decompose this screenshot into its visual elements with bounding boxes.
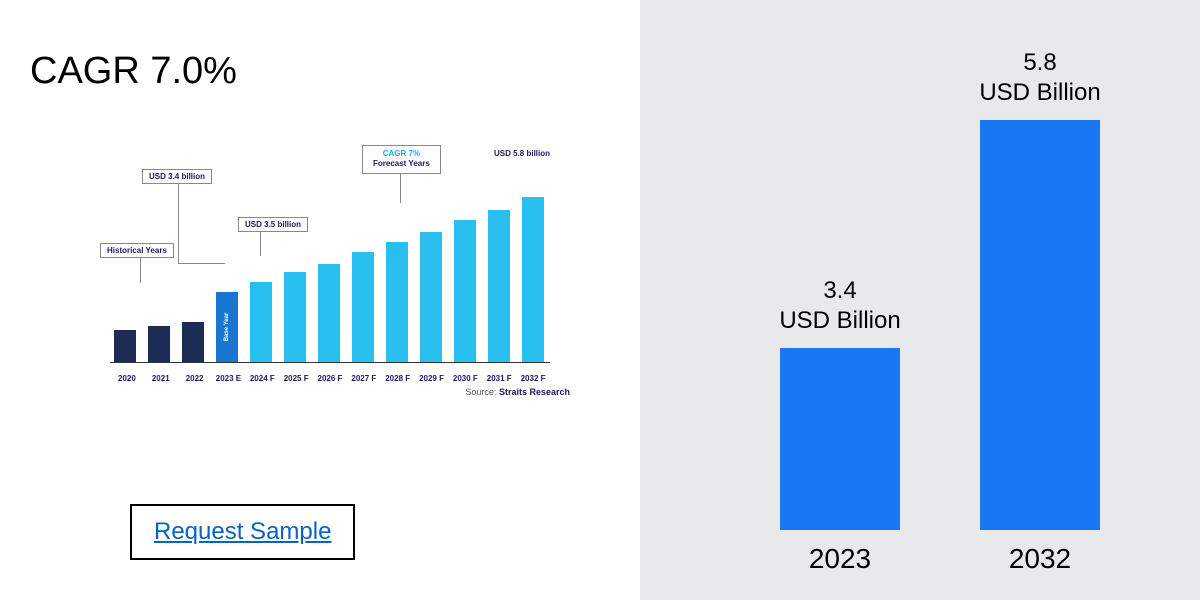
leader-line: [260, 231, 261, 256]
summary-xtick: 2023: [760, 543, 920, 575]
summary-bar: [980, 120, 1100, 530]
mini-xtick: 2026 F: [313, 374, 347, 383]
leader-line: [178, 183, 179, 263]
mini-bar: [318, 264, 340, 362]
callout-usd34: USD 3.4 billion: [142, 169, 212, 184]
callout-historical: Historical Years: [100, 243, 174, 258]
mini-bar: [352, 252, 374, 362]
mini-xtick: 2020: [110, 374, 144, 383]
mini-bar: [182, 322, 204, 362]
left-panel: CAGR 7.0% 2020202120222023 E2024 F2025 F…: [0, 0, 640, 600]
mini-xtick: 2031 F: [482, 374, 516, 383]
mini-bar: [386, 242, 408, 362]
mini-bar: [216, 292, 238, 362]
mini-xtick: 2030 F: [448, 374, 482, 383]
right-panel: 3.4USD Billion 2023 5.8USD Billion 2032: [640, 0, 1200, 600]
leader-line: [140, 257, 141, 283]
mini-bar: [454, 220, 476, 362]
mini-chart-plot: [110, 183, 550, 363]
summary-bar: [780, 348, 900, 530]
request-sample-link[interactable]: Request Sample: [154, 518, 331, 545]
callout-usd58: USD 5.8 billion: [488, 147, 556, 160]
mini-chart: 2020202120222023 E2024 F2025 F2026 F2027…: [90, 133, 570, 393]
mini-bar: [250, 282, 272, 362]
summary-xtick: 2032: [960, 543, 1120, 575]
mini-xtick: 2021: [144, 374, 178, 383]
cagr-heading: CAGR 7.0%: [30, 50, 610, 93]
mini-bar: [420, 232, 442, 362]
summary-bar-chart: 3.4USD Billion 2023 5.8USD Billion 2032: [700, 0, 1150, 600]
mini-xtick: 2027 F: [347, 374, 381, 383]
mini-bar: [488, 210, 510, 362]
summary-bar-label: 5.8USD Billion: [950, 48, 1130, 108]
mini-bar: [114, 330, 136, 362]
summary-bar-label: 3.4USD Billion: [750, 276, 930, 336]
callout-forecast-cagr: CAGR 7%: [373, 149, 430, 159]
mini-xtick: 2032 F: [516, 374, 550, 383]
leader-line: [400, 173, 401, 203]
mini-bar: [522, 197, 544, 362]
mini-bar: [148, 326, 170, 362]
source-label: Source:: [465, 387, 496, 397]
leader-line: [178, 263, 225, 264]
mini-xtick: 2023 E: [212, 374, 246, 383]
mini-xtick: 2025 F: [279, 374, 313, 383]
mini-xtick: 2029 F: [415, 374, 449, 383]
mini-xtick: 2022: [178, 374, 212, 383]
source-value: Straits Research: [499, 387, 570, 397]
callout-usd35: USD 3.5 billion: [238, 217, 308, 232]
mini-xtick: 2024 F: [245, 374, 279, 383]
callout-forecast: CAGR 7% Forecast Years: [362, 145, 441, 174]
mini-bar: [284, 272, 306, 362]
callout-forecast-label: Forecast Years: [373, 159, 430, 169]
mini-chart-source: Source: Straits Research: [465, 387, 570, 397]
mini-xtick: 2028 F: [381, 374, 415, 383]
mini-chart-xaxis: 2020202120222023 E2024 F2025 F2026 F2027…: [110, 374, 550, 383]
request-sample-box: Request Sample: [130, 504, 355, 560]
